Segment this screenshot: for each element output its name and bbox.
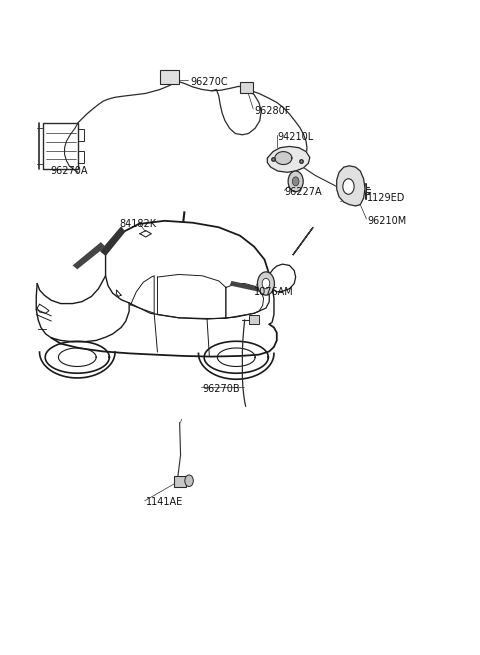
Text: 96270C: 96270C [191, 77, 228, 86]
Text: 96270B: 96270B [202, 384, 240, 394]
Text: 96210M: 96210M [367, 215, 407, 226]
Polygon shape [336, 166, 365, 206]
Polygon shape [293, 227, 313, 255]
Bar [174, 476, 186, 487]
Text: 1076AM: 1076AM [254, 287, 294, 297]
Polygon shape [72, 242, 106, 269]
Text: 96270A: 96270A [50, 166, 88, 176]
Text: 1129ED: 1129ED [367, 193, 406, 203]
Circle shape [257, 272, 275, 295]
Circle shape [288, 171, 303, 192]
Bar [78, 129, 84, 141]
Bar [240, 82, 253, 94]
Circle shape [262, 278, 270, 289]
Text: 96280F: 96280F [254, 106, 290, 116]
Text: 84182K: 84182K [120, 219, 157, 229]
Polygon shape [267, 147, 310, 172]
Circle shape [343, 179, 354, 195]
Bar [160, 70, 179, 84]
Circle shape [185, 475, 193, 487]
Circle shape [292, 177, 299, 186]
Bar [78, 151, 84, 162]
Polygon shape [229, 281, 267, 293]
Text: 96227A: 96227A [285, 187, 323, 196]
Polygon shape [101, 227, 124, 255]
Bar [250, 315, 259, 324]
Text: 1141AE: 1141AE [145, 497, 183, 507]
Text: 94210L: 94210L [278, 132, 314, 141]
Polygon shape [276, 152, 291, 164]
Bar [43, 122, 78, 169]
